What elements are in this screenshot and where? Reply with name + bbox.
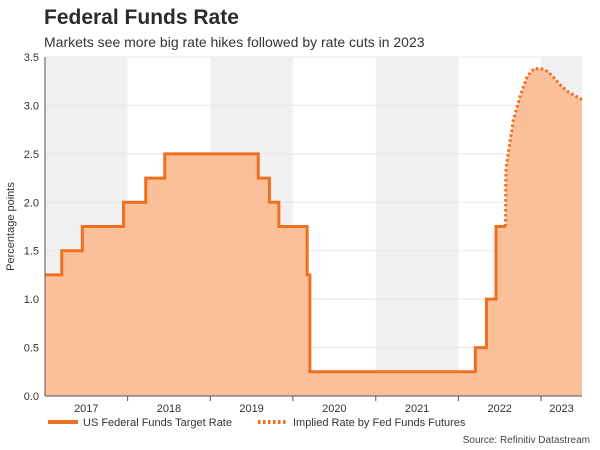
x-tick-label-2023: 2023 xyxy=(549,403,573,415)
x-tick-label-2017: 2017 xyxy=(74,403,98,415)
y-tick-label-7: 3.5 xyxy=(24,52,39,64)
series-line-1 xyxy=(503,67,583,227)
y-tick-label-4: 2.0 xyxy=(24,197,39,209)
y-tick-label-6: 3.0 xyxy=(24,100,39,112)
series-lines xyxy=(45,67,583,374)
legend-item-target-rate: US Federal Funds Target Rate xyxy=(48,417,232,429)
area-fill-shape xyxy=(45,68,582,396)
y-tick-labels: 0.0 0.5 1.0 1.5 2.0 2.5 3.0 3.5 xyxy=(24,52,39,403)
y-tick-label-2: 1.0 xyxy=(24,294,39,306)
x-tick-label-2020: 2020 xyxy=(322,403,346,415)
y-tick-label-0: 0.0 xyxy=(24,391,39,403)
chart-subtitle: Markets see more big rate hikes followed… xyxy=(44,34,425,50)
x-tick-label-2021: 2021 xyxy=(405,403,429,415)
legend: US Federal Funds Target Rate Implied Rat… xyxy=(48,417,466,429)
year-band-2021 xyxy=(375,57,459,396)
area-fill xyxy=(45,68,582,396)
y-tick-label-3: 1.5 xyxy=(24,246,39,258)
chart-title: Federal Funds Rate xyxy=(44,6,239,29)
source-note: Source: Refinitiv Datastream xyxy=(463,435,590,446)
x-tick-label-2019: 2019 xyxy=(239,403,263,415)
y-tick-label-1: 0.5 xyxy=(24,343,39,355)
series-line-0 xyxy=(45,152,506,374)
y-axis-label: Percentage points xyxy=(5,182,17,271)
x-tick-label-2018: 2018 xyxy=(157,403,181,415)
legend-label-target-rate: US Federal Funds Target Rate xyxy=(83,417,232,429)
x-tick-labels: 2017 2018 2019 2020 2021 2022 2023 xyxy=(74,396,574,415)
x-tick-label-2022: 2022 xyxy=(487,403,511,415)
legend-item-implied-rate: Implied Rate by Fed Funds Futures xyxy=(258,417,466,429)
y-tick-label-5: 2.5 xyxy=(24,149,39,161)
axes xyxy=(44,57,582,397)
legend-label-implied-rate: Implied Rate by Fed Funds Futures xyxy=(293,417,466,429)
